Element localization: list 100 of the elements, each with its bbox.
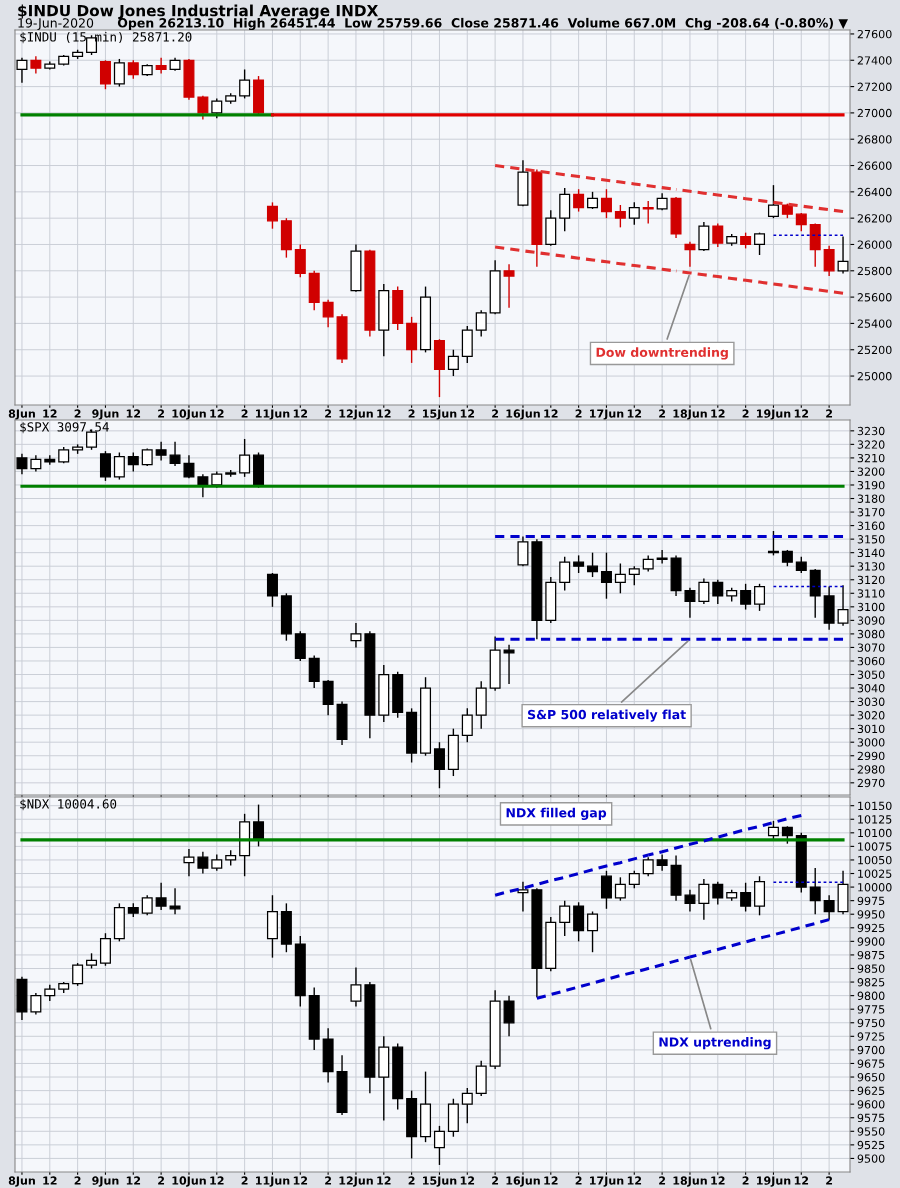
y-tick-label: 9675 (857, 1059, 885, 1068)
y-tick-label: 26400 (857, 187, 892, 197)
x-tick-label: 2 (492, 1176, 499, 1185)
x-tick-label: 16Jun (506, 1176, 540, 1187)
candlestick (266, 201, 278, 230)
x-tick-label: 12 (794, 1176, 809, 1185)
candlestick (503, 263, 515, 309)
y-tick-label: 10050 (858, 855, 892, 865)
x-tick-label: 12 (711, 409, 725, 418)
y-tick-label: 27600 (857, 29, 892, 39)
candlestick (197, 851, 209, 875)
candlestick (587, 910, 599, 953)
y-tick-label: 3050 (857, 670, 885, 679)
x-tick-label: 12 (43, 409, 57, 418)
candlestick (503, 994, 515, 1038)
y-tick-label: 25800 (857, 266, 892, 276)
x-tick-label: 12 (627, 1176, 642, 1185)
y-tick-label: 9975 (857, 896, 885, 906)
x-tick-label: 17Jun (590, 1176, 624, 1187)
x-tick-label: 12Jun (339, 1176, 373, 1187)
candlestick (517, 880, 529, 913)
y-tick-label: 3210 (857, 453, 885, 463)
y-tick-label: 3030 (857, 697, 885, 706)
y-tick-label: 3110 (857, 589, 885, 598)
annotation: Open 26213.10 High 26451.44 Low 25759.66 Close 25871.46 Volume 667.0M Chg -208.64 (-0.80%) ▼ (117, 17, 848, 31)
x-tick-label: 2 (241, 409, 248, 418)
candlestick (517, 535, 529, 567)
x-tick-label: 2 (408, 1176, 415, 1185)
candlestick (712, 579, 724, 605)
x-tick-label: 2 (492, 409, 499, 418)
candlestick (600, 551, 612, 600)
x-tick-label: 19Jun (757, 409, 791, 420)
x-tick-label: 2 (742, 409, 749, 418)
text: 19-Jun-2020 (18, 18, 94, 30)
y-tick-label: 9800 (857, 991, 885, 1000)
candlestick (587, 551, 599, 578)
x-tick-label: 18Jun (673, 409, 707, 420)
candlestick (698, 221, 710, 252)
x-tick-label: 12 (544, 409, 558, 418)
y-tick-label: 3180 (857, 494, 885, 503)
candlestick (698, 577, 710, 605)
y-tick-label: 3190 (857, 480, 885, 490)
candlestick (253, 803, 265, 848)
candlestick (433, 741, 445, 789)
candlestick (141, 894, 153, 917)
candlestick (113, 58, 125, 88)
y-tick-label: 3130 (857, 562, 885, 571)
y-tick-label: 9575 (857, 1113, 885, 1123)
x-tick-label: 15Jun (423, 1176, 457, 1187)
candlestick (322, 679, 334, 716)
x-tick-label: 12 (377, 409, 391, 418)
candlestick (461, 707, 473, 743)
candlestick (322, 299, 334, 329)
y-tick-label: 3170 (857, 508, 885, 517)
candlestick (266, 572, 278, 608)
candlestick (308, 654, 320, 689)
y-tick-label: 3000 (857, 738, 885, 747)
x-tick-label: 12 (293, 409, 308, 418)
x-tick-label: 18Jun (673, 1176, 707, 1187)
candlestick (712, 222, 724, 248)
y-tick-label: 9650 (857, 1073, 885, 1082)
x-tick-label: 2 (158, 1176, 165, 1185)
y-tick-label: 26200 (857, 214, 892, 223)
x-tick-label: 2 (158, 409, 165, 418)
candlestick (30, 992, 42, 1016)
x-tick-label: 2 (325, 1176, 332, 1185)
candlestick (656, 549, 668, 565)
y-tick-label: 9750 (857, 1018, 885, 1028)
candlestick (99, 59, 111, 90)
y-tick-label: 10150 (858, 801, 892, 811)
y-tick-label: 9725 (857, 1032, 885, 1041)
candlestick (754, 583, 766, 612)
x-tick-label: 2 (826, 1176, 833, 1185)
y-tick-label: 9875 (857, 950, 885, 960)
candlestick (183, 848, 195, 877)
x-tick-label: 2 (742, 1176, 749, 1185)
x-tick-label: 11Jun (256, 1176, 290, 1187)
y-tick-label: 3220 (857, 440, 885, 449)
candlestick (795, 212, 807, 233)
candlestick (113, 451, 125, 481)
candlestick (503, 644, 515, 685)
candlestick (350, 622, 362, 649)
candlestick (447, 349, 459, 377)
y-tick-label: 25400 (857, 319, 892, 328)
y-tick-label: 9950 (857, 910, 885, 919)
y-tick-label: 25200 (857, 345, 892, 355)
y-tick-label: 10125 (858, 815, 892, 824)
x-tick-label: 12 (711, 1176, 725, 1185)
candlestick (740, 882, 752, 913)
x-tick-label: 2 (325, 409, 332, 418)
x-tick-label: 12 (627, 409, 642, 418)
x-tick-label: 12 (126, 1176, 141, 1185)
y-tick-label: 3070 (857, 643, 885, 652)
annotation: NDX uptrending (659, 1037, 771, 1050)
x-tick-label: 12 (544, 1176, 558, 1185)
candlestick (628, 565, 640, 586)
y-tick-label: 26600 (857, 161, 892, 170)
y-tick-label: 3150 (857, 535, 885, 544)
x-tick-label: 2 (408, 409, 415, 418)
y-tick-label: 9700 (857, 1045, 885, 1055)
